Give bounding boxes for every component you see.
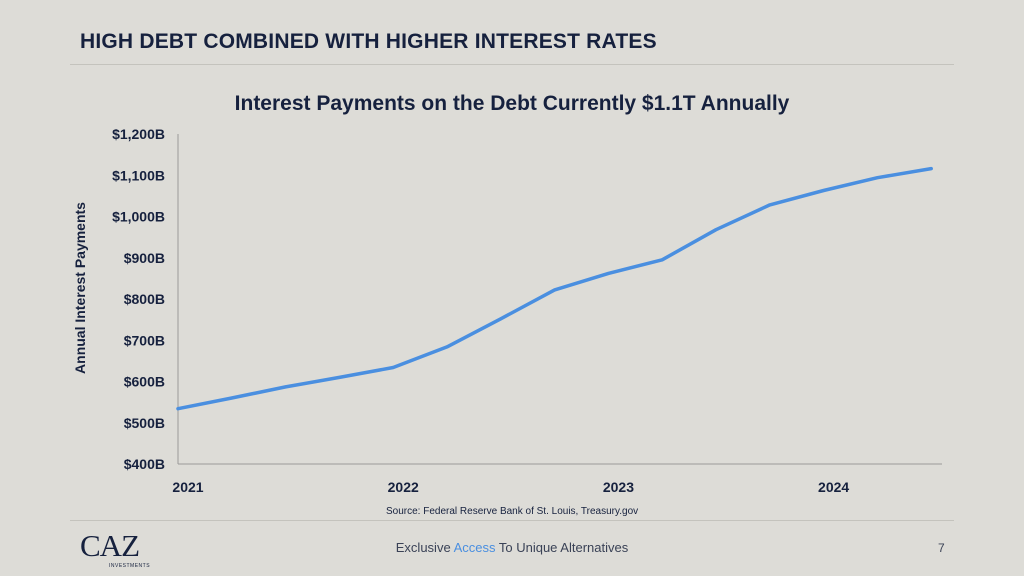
source-note: Source: Federal Reserve Bank of St. Loui…	[386, 506, 639, 517]
data-point	[823, 190, 825, 192]
series-line	[176, 166, 933, 411]
chart-series	[176, 166, 933, 411]
caz-logo: CAZ INVESTMENTS	[80, 530, 158, 570]
tagline-end: To Unique Alternatives	[495, 540, 629, 555]
data-point	[285, 386, 287, 388]
tagline-accent: Access	[453, 540, 496, 555]
data-point	[392, 366, 394, 368]
footer-divider	[70, 520, 954, 521]
title-divider	[70, 64, 954, 65]
data-point	[554, 289, 556, 291]
tagline-start: Exclusive	[395, 540, 454, 555]
x-tick-label: 2021	[172, 479, 203, 495]
page-number: 7	[938, 541, 945, 555]
x-tick-label: 2023	[603, 479, 634, 495]
data-point	[769, 204, 771, 206]
slide-title: HIGH DEBT COMBINED WITH HIGHER INTEREST …	[80, 30, 657, 53]
data-point	[231, 397, 233, 399]
logo-subtitle: INVESTMENTS	[109, 563, 151, 569]
x-tick-label: 2024	[818, 479, 849, 495]
data-point	[607, 272, 609, 274]
data-point	[876, 177, 878, 179]
data-point	[446, 346, 448, 348]
y-tick-label: $900B	[124, 250, 165, 266]
y-tick-label: $1,000B	[112, 209, 165, 225]
y-tick-label: $1,200B	[112, 126, 165, 142]
x-tick-labels: 2021 2022 2023 2024	[172, 479, 849, 495]
y-tick-labels: $400B $500B $600B $700B $800B $900B $1,000B $1,…	[112, 126, 165, 472]
y-tick-label: $600B	[124, 374, 165, 390]
data-point	[715, 229, 717, 231]
y-tick-label: $500B	[124, 415, 165, 431]
data-point	[661, 259, 663, 261]
x-tick-label: 2022	[388, 479, 419, 495]
data-point	[338, 376, 340, 378]
data-point	[500, 318, 502, 320]
y-tick-label: $1,100B	[112, 167, 165, 183]
y-axis-label: Annual Interest Payments	[72, 202, 88, 374]
y-tick-label: $800B	[124, 291, 165, 307]
y-tick-label: $700B	[124, 332, 165, 348]
y-tick-label: $400B	[124, 456, 165, 472]
chart-title: Interest Payments on the Debt Currently …	[234, 92, 790, 115]
data-point	[930, 168, 932, 170]
chart-axes	[177, 134, 942, 465]
data-point	[177, 408, 179, 410]
footer-tagline: Exclusive Access To Unique Alternatives	[0, 540, 1024, 555]
logo-wordmark: CAZ	[80, 528, 140, 563]
